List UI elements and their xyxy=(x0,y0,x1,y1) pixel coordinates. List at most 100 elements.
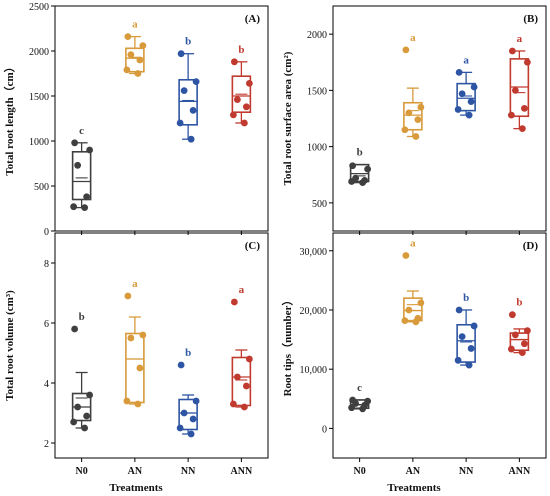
data-point xyxy=(518,125,526,133)
x-tick-label: AN xyxy=(406,466,421,477)
x-tick-label: ANN xyxy=(231,466,253,477)
chart-panel-0: (A) 0 500 1000 1500 2000 2500 Total root length… xyxy=(3,2,269,238)
data-point xyxy=(520,340,528,348)
data-point xyxy=(81,424,89,432)
data-point xyxy=(454,106,462,113)
significance-letter: a xyxy=(239,284,245,296)
data-point xyxy=(180,409,188,417)
x-tick-label: ANN xyxy=(509,466,531,477)
data-point xyxy=(414,116,422,124)
data-point xyxy=(83,412,91,420)
y-tick-label: 2500 xyxy=(29,2,49,13)
y-tick-label: 6 xyxy=(44,319,49,330)
y-tick-label: 2000 xyxy=(307,30,327,41)
box-group-NN: b xyxy=(176,347,200,438)
data-point xyxy=(359,179,367,187)
iqr-box xyxy=(178,79,198,126)
chart-panel-3: (D) 0 10,000 20,000 30,000 Root tips（number） N… xyxy=(281,232,547,477)
data-point xyxy=(417,103,425,111)
data-point xyxy=(511,86,519,94)
data-point xyxy=(405,306,413,314)
data-point xyxy=(458,333,466,341)
data-point xyxy=(123,397,131,405)
data-point xyxy=(348,178,356,185)
data-point xyxy=(127,51,135,58)
data-point xyxy=(139,331,147,339)
data-point xyxy=(70,418,78,426)
data-point xyxy=(245,80,253,87)
data-point xyxy=(177,361,185,369)
box-group-AN: a xyxy=(123,278,147,408)
panel-label: (B) xyxy=(523,13,538,25)
data-point xyxy=(402,46,410,54)
data-point xyxy=(229,111,237,119)
box-group-NN: b xyxy=(176,36,200,143)
significance-letter: c xyxy=(357,382,362,394)
data-point xyxy=(523,58,531,66)
data-point xyxy=(86,146,94,154)
significance-letter: a xyxy=(410,32,416,44)
x-axis-title-left: Treatments xyxy=(109,482,163,494)
iqr-box xyxy=(403,101,423,131)
data-point xyxy=(242,382,250,390)
plot-frame xyxy=(54,5,269,232)
x-tick-label: N0 xyxy=(76,466,88,477)
data-point xyxy=(180,87,188,94)
data-point xyxy=(470,83,478,91)
y-tick-label: 0 xyxy=(44,227,49,238)
data-point xyxy=(349,162,357,170)
significance-letter: b xyxy=(463,292,469,304)
significance-letter: b xyxy=(516,297,522,309)
significance-letter: b xyxy=(238,44,244,56)
data-point xyxy=(74,161,82,169)
data-point xyxy=(192,397,200,405)
box-group-AN: a xyxy=(401,238,425,326)
data-point xyxy=(233,96,241,103)
box-group-NN: b xyxy=(454,292,478,369)
data-point xyxy=(454,356,462,364)
significance-letter: a xyxy=(132,19,138,31)
panel-label: (A) xyxy=(245,13,261,25)
box-group-N0: b xyxy=(70,311,94,432)
data-point xyxy=(507,111,515,119)
significance-letter: a xyxy=(517,33,523,45)
box-group-AN: a xyxy=(401,32,425,140)
box-group-N0: c xyxy=(70,125,94,212)
data-point xyxy=(71,325,79,333)
plot-frame xyxy=(332,5,547,232)
data-point xyxy=(520,104,528,112)
plot-frame xyxy=(54,232,269,459)
y-tick-label: 2000 xyxy=(29,47,49,58)
data-point xyxy=(518,349,526,357)
y-tick-label: 8 xyxy=(44,259,49,270)
data-point xyxy=(508,47,516,55)
data-point xyxy=(470,322,478,330)
y-tick-label: 1000 xyxy=(29,137,49,148)
significance-letter: a xyxy=(410,238,416,250)
data-point xyxy=(192,78,200,85)
data-point xyxy=(348,404,356,412)
data-point xyxy=(83,193,91,201)
data-point xyxy=(189,415,197,423)
y-axis-title: Total root length（cm） xyxy=(3,61,16,175)
plot-frame xyxy=(332,232,547,459)
box-group-N0: c xyxy=(348,382,372,413)
data-point xyxy=(127,334,135,342)
data-point xyxy=(523,327,531,335)
data-point xyxy=(455,68,463,76)
data-point xyxy=(242,103,250,111)
data-point xyxy=(136,364,144,372)
box-group-ANN: b xyxy=(229,44,253,127)
chart-panel-2: (C) 2 4 6 8 Total root volume (cm³) N0 AN NN ANN b… xyxy=(4,232,269,477)
data-point xyxy=(458,90,466,98)
data-point xyxy=(240,403,248,411)
data-point xyxy=(71,139,79,147)
data-point xyxy=(124,292,132,300)
y-axis-title: Total root surface area (cm²) xyxy=(282,51,294,185)
panel-label: (C) xyxy=(245,240,261,252)
box-group-NN: a xyxy=(454,54,478,119)
significance-letter: a xyxy=(463,54,469,66)
data-point xyxy=(74,403,82,411)
data-point xyxy=(401,126,409,134)
